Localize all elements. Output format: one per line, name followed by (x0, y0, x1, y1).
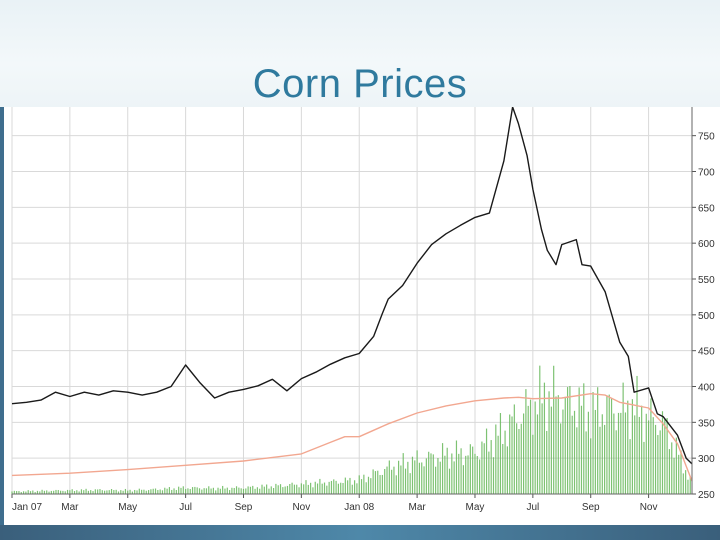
y-tick-label: 400 (698, 383, 715, 394)
x-tick-label: Jan 07 (12, 502, 42, 513)
x-tick-label: Mar (408, 502, 426, 513)
x-tick-label: Jul (179, 502, 192, 513)
x-tick-label: Sep (582, 502, 600, 513)
y-tick-label: 600 (698, 239, 715, 250)
price-chart: 250 300 350 400 450 500 550 600 650 700 750 Jan 07 M… (11, 106, 715, 513)
chart-area: 250 300 350 400 450 500 550 600 650 700 750 Jan 07 M… (4, 106, 720, 525)
left-accent-bar (0, 107, 4, 525)
x-tick-label: Mar (61, 502, 79, 513)
y-tick-label: 300 (698, 454, 715, 465)
x-tick-label: Jan 08 (344, 502, 374, 513)
volume-bars (11, 365, 691, 494)
x-tick-label: Jul (526, 502, 539, 513)
y-tick-label: 450 (698, 347, 715, 358)
y-tick-label: 750 (698, 132, 715, 143)
y-tick-label: 350 (698, 418, 715, 429)
y-tick-label: 250 (698, 490, 715, 501)
slide-title: Corn Prices (252, 62, 468, 106)
x-tick-label: Sep (235, 502, 253, 513)
y-tick-label: 550 (698, 275, 715, 286)
price-line (11, 106, 693, 465)
price-series (11, 106, 693, 465)
moving-average-line (11, 393, 693, 482)
chart-grid (11, 107, 692, 495)
x-tick-label: Nov (292, 502, 310, 513)
chart-axes: 250 300 350 400 450 500 550 600 650 700 750 Jan 07 M… (11, 107, 715, 513)
slide-header (0, 0, 720, 107)
moving-average-series (11, 393, 693, 482)
y-tick-label: 500 (698, 311, 715, 322)
footer-bar (0, 525, 720, 540)
x-tick-label: May (466, 502, 485, 513)
x-tick-label: Nov (640, 502, 658, 513)
y-tick-label: 700 (698, 168, 715, 179)
x-tick-label: May (118, 502, 137, 513)
y-tick-label: 650 (698, 203, 715, 214)
